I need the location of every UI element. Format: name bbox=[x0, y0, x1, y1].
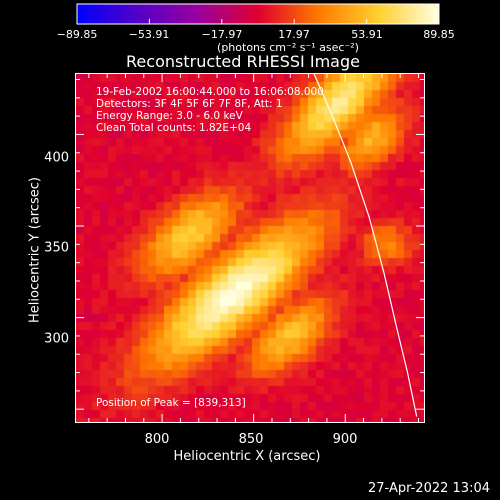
heatmap bbox=[76, 74, 424, 422]
info-detectors: Detectors: 3F 4F 5F 6F 7F 8F, Att: 1 bbox=[96, 98, 283, 110]
info-time-range: 19-Feb-2002 16:00:44.000 to 16:06:08.000 bbox=[96, 86, 324, 98]
y-tick-label: 400 bbox=[44, 150, 69, 166]
colorbar-tick-label: 89.85 bbox=[423, 28, 455, 41]
solar-limb-curve bbox=[313, 74, 418, 417]
x-tick-label: 800 bbox=[144, 432, 170, 447]
info-counts: Clean Total counts: 1.82E+04 bbox=[96, 122, 252, 134]
peak-position-label: Position of Peak = [839,313] bbox=[96, 397, 246, 409]
colorbar-tick-label: −53.91 bbox=[128, 28, 170, 41]
x-tick-label: 850 bbox=[238, 432, 264, 447]
info-energy-range: Energy Range: 3.0 - 6.0 keV bbox=[96, 110, 243, 122]
colorbar-tick-label: −17.97 bbox=[201, 28, 243, 41]
timestamp: 27-Apr-2022 13:04 bbox=[368, 481, 490, 496]
colorbar-tick-label: −89.85 bbox=[56, 28, 98, 41]
axis-ticks bbox=[76, 74, 424, 422]
plot-area: 19-Feb-2002 16:00:44.000 to 16:06:08.000… bbox=[75, 73, 425, 423]
chart-title: Reconstructed RHESSI Image bbox=[126, 52, 360, 71]
plot-overlay bbox=[76, 74, 424, 422]
colorbar bbox=[77, 4, 439, 24]
colorbar-tick-label: 53.91 bbox=[351, 28, 383, 41]
x-axis-label: Heliocentric X (arcsec) bbox=[173, 449, 321, 464]
colorbar-units: (photons cm⁻² s⁻¹ asec⁻²) bbox=[217, 41, 359, 54]
y-tick-label: 300 bbox=[44, 331, 69, 347]
colorbar-tick-label: 17.97 bbox=[278, 28, 310, 41]
x-tick-label: 900 bbox=[332, 432, 358, 447]
y-tick-label: 350 bbox=[44, 240, 69, 256]
y-axis-label: Heliocentric Y (arcsec) bbox=[27, 177, 43, 323]
